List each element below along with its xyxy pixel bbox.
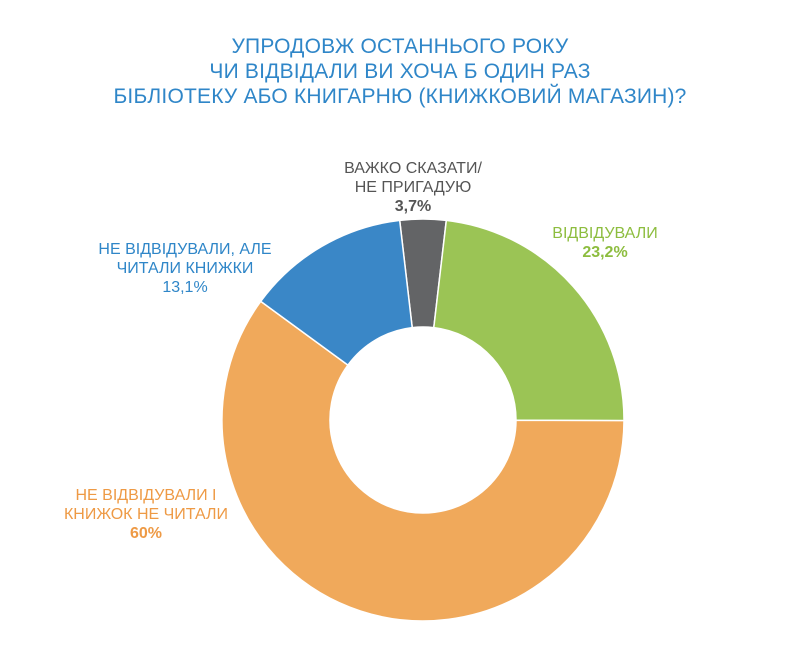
donut-slices	[221, 218, 625, 622]
slice-label-not-visited-not-read-line-2: КНИЖОК НЕ ЧИТАЛИ	[63, 506, 229, 523]
slice-label-hard-to-say: ВАЖКО СКАЗАТИ/ НЕ ПРИГАДУЮ 3,7%	[328, 159, 498, 216]
slice-value-visited: 23,2%	[582, 244, 628, 261]
chart-title-line-3: БІБЛІОТЕКУ АБО КНИГАРНЮ (КНИЖКОВИЙ МАГАЗ…	[113, 85, 687, 108]
slice-value-not-visited-but-read: 13,1%	[162, 279, 208, 296]
slice-label-not-visited-but-read-line-2: ЧИТАЛИ КНИЖКИ	[116, 260, 254, 277]
slice-label-visited: ВІДВІДУВАЛИ 23,2%	[535, 224, 675, 262]
slice-label-not-visited-not-read-line-1: НЕ ВІДВІДУВАЛИ І	[75, 487, 217, 504]
slice-visited	[432, 219, 625, 422]
slice-not-visited-not-read	[221, 300, 625, 622]
slice-label-not-visited-but-read-line-1: НЕ ВІДВІДУВАЛИ, АЛЕ	[98, 241, 272, 258]
chart-title: УПРОДОВЖ ОСТАННЬОГО РОКУ ЧИ ВІДВІДАЛИ ВИ…	[0, 34, 800, 109]
slice-not-visited-but-read	[259, 219, 414, 367]
slice-label-visited-line-1: ВІДВІДУВАЛИ	[552, 225, 658, 242]
slice-label-hard-to-say-line-1: ВАЖКО СКАЗАТИ/	[344, 160, 482, 177]
slice-label-hard-to-say-line-2: НЕ ПРИГАДУЮ	[354, 179, 472, 196]
slice-value-not-visited-not-read: 60%	[129, 525, 163, 542]
slice-label-not-visited-but-read: НЕ ВІДВІДУВАЛИ, АЛЕ ЧИТАЛИ КНИЖКИ 13,1%	[80, 240, 290, 297]
chart-title-line-2: ЧИ ВІДВІДАЛИ ВИ ХОЧА Б ОДИН РАЗ	[209, 60, 591, 83]
slice-label-not-visited-not-read: НЕ ВІДВІДУВАЛИ І КНИЖОК НЕ ЧИТАЛИ 60%	[51, 486, 241, 543]
chart-title-line-1: УПРОДОВЖ ОСТАННЬОГО РОКУ	[231, 35, 569, 58]
slice-value-hard-to-say: 3,7%	[394, 198, 432, 215]
